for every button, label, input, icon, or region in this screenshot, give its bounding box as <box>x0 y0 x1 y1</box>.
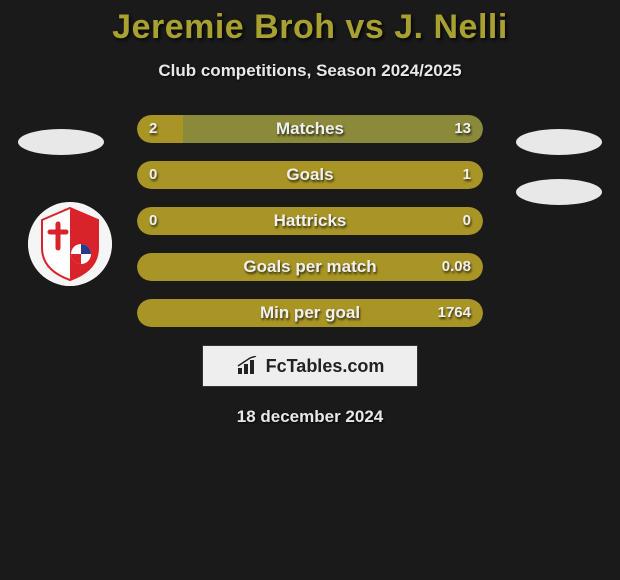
date-text: 18 december 2024 <box>0 407 620 427</box>
comparison-card: Jeremie Broh vs J. Nelli Club competitio… <box>0 0 620 427</box>
stat-label: Goals per match <box>137 253 483 281</box>
club-badge <box>28 202 112 286</box>
stat-value-right: 13 <box>454 115 471 143</box>
player-left-placeholder <box>18 129 104 155</box>
stat-label: Hattricks <box>137 207 483 235</box>
player-right-placeholder-2 <box>516 179 602 205</box>
stat-label: Goals <box>137 161 483 189</box>
stat-label: Matches <box>137 115 483 143</box>
page-title: Jeremie Broh vs J. Nelli <box>0 8 620 47</box>
stat-bars: 2Matches130Goals10Hattricks0Goals per ma… <box>137 115 483 327</box>
stat-row: 0Hattricks0 <box>137 207 483 235</box>
stat-value-right: 0.08 <box>442 253 471 281</box>
brand-chart-icon <box>236 356 260 376</box>
stat-row: Goals per match0.08 <box>137 253 483 281</box>
footer-brand: FcTables.com <box>202 345 418 387</box>
player-right-placeholder-1 <box>516 129 602 155</box>
subtitle: Club competitions, Season 2024/2025 <box>0 61 620 81</box>
stat-row: Min per goal1764 <box>137 299 483 327</box>
stat-value-right: 1764 <box>438 299 471 327</box>
stat-label: Min per goal <box>137 299 483 327</box>
stat-row: 0Goals1 <box>137 161 483 189</box>
stat-value-right: 1 <box>463 161 471 189</box>
stat-row: 2Matches13 <box>137 115 483 143</box>
brand-text: FcTables.com <box>266 356 385 377</box>
stat-value-right: 0 <box>463 207 471 235</box>
chart-area: 2Matches130Goals10Hattricks0Goals per ma… <box>0 115 620 327</box>
